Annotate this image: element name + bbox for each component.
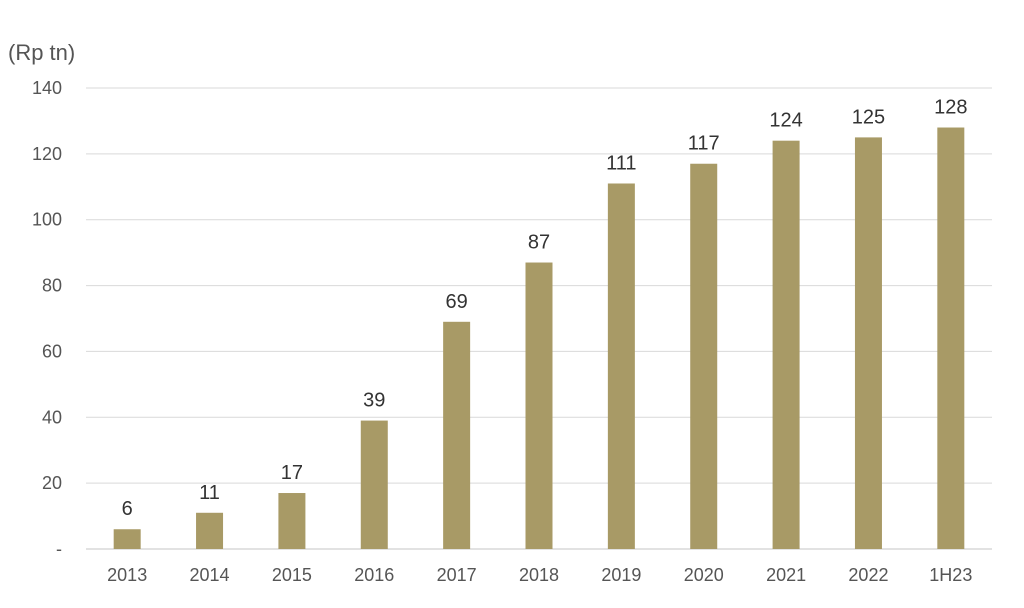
x-axis-ticks: 2013 2014 2015 2016 2017 2018 2019 2020 2021 2022…: [107, 565, 972, 585]
bar-1H23: [937, 127, 965, 549]
y-axis-ticks: - 20 40 60 80 100 120 140: [32, 78, 62, 559]
bar-2017: [443, 321, 471, 549]
x-tick-label-2014: 2014: [190, 565, 230, 585]
bar-2013: [113, 529, 141, 549]
data-labels: 6 11 17 39 69 87 111 117 124 125 128: [122, 97, 968, 521]
y-tick-label: -: [56, 539, 62, 559]
x-tick-label-2021: 2021: [766, 565, 806, 585]
bar-2018: [525, 262, 553, 549]
bar-2015: [278, 493, 306, 549]
x-tick-label-2020: 2020: [684, 565, 724, 585]
data-label-1H23: 128: [934, 97, 967, 119]
x-tick-label-2019: 2019: [601, 565, 641, 585]
x-tick-label-2017: 2017: [437, 565, 477, 585]
y-tick-label: 60: [42, 341, 62, 361]
y-tick-label: 20: [42, 473, 62, 493]
y-axis-unit-label: (Rp tn): [8, 40, 76, 65]
bar-2021: [772, 140, 800, 549]
data-label-2017: 69: [446, 291, 468, 313]
data-label-2016: 39: [363, 390, 385, 412]
y-tick-label: 80: [42, 276, 62, 296]
data-label-2020: 117: [688, 133, 720, 155]
bar-2016: [360, 420, 388, 549]
data-label-2019: 111: [606, 152, 636, 174]
x-tick-label-2018: 2018: [519, 565, 559, 585]
bar-2022: [854, 137, 882, 549]
data-label-2021: 124: [769, 110, 802, 132]
bar-2020: [690, 163, 718, 549]
data-label-2013: 6: [122, 498, 133, 520]
x-tick-label-1H23: 1H23: [929, 565, 972, 585]
data-label-2018: 87: [528, 232, 550, 254]
y-tick-label: 100: [32, 210, 62, 230]
y-tick-label: 120: [32, 144, 62, 164]
x-tick-label-2013: 2013: [107, 565, 147, 585]
x-tick-label-2015: 2015: [272, 565, 312, 585]
y-tick-label: 140: [32, 78, 62, 98]
bar-2019: [607, 183, 635, 549]
x-tick-label-2022: 2022: [848, 565, 888, 585]
bar-2014: [196, 512, 224, 549]
x-tick-label-2016: 2016: [354, 565, 394, 585]
bars: [113, 127, 965, 549]
y-tick-label: 40: [42, 407, 62, 427]
data-label-2015: 17: [281, 462, 303, 484]
data-label-2014: 11: [199, 482, 220, 504]
data-label-2022: 125: [852, 106, 885, 128]
